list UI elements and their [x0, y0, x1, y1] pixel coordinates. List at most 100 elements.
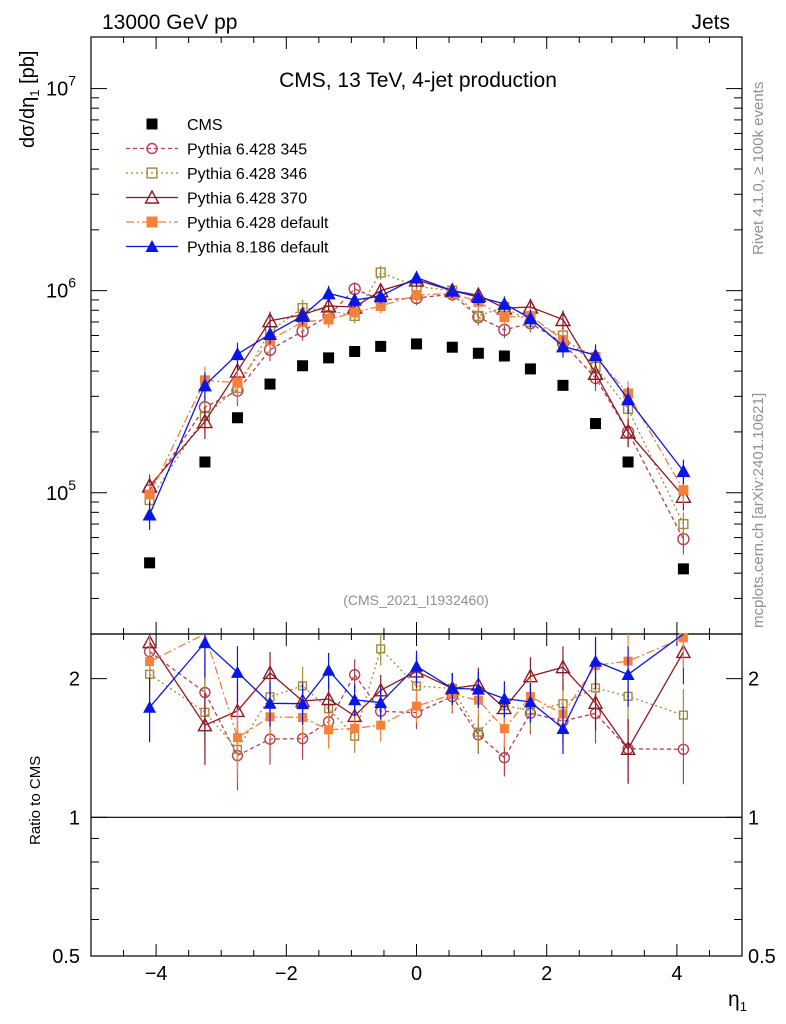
legend-label: Pythia 6.428 346: [187, 166, 307, 183]
legend-marker: [146, 118, 158, 130]
ratio-tick-label: 2: [69, 669, 80, 691]
rivet-label: Rivet 4.1.0, ≥ 100k events: [750, 82, 767, 255]
series-line: [149, 288, 684, 540]
data-point: [231, 412, 243, 424]
data-point: [297, 360, 309, 372]
series-line: [149, 292, 684, 495]
ratio-point: [412, 701, 421, 711]
legend-label: Pythia 6.428 default: [187, 215, 329, 232]
ratio-point: [198, 636, 212, 649]
ratio-point: [410, 659, 423, 672]
data-point: [622, 456, 634, 468]
legend-label: Pythia 8.186 default: [187, 240, 329, 257]
legend-entry-pythia-6-428-default: Pythia 6.428 default: [126, 215, 329, 232]
axes: −4 −2 0 2 4 105 106 107 0.5 0.5 1 1 2 2: [46, 37, 776, 985]
legend-label: Pythia 6.428 345: [187, 142, 307, 159]
ratio-series-pythia-8-186-default: [143, 633, 684, 755]
series-pythia-6-428-346: [144, 265, 689, 538]
main-series-layer: [141, 265, 692, 575]
series-cms: [144, 338, 689, 575]
ratio-point: [145, 657, 155, 667]
data-point: [144, 557, 156, 569]
data-point: [557, 379, 569, 391]
data-point: [375, 267, 386, 278]
data-point: [349, 307, 360, 318]
data-point: [375, 300, 386, 311]
ratio-tick-label: 0.5: [748, 946, 776, 968]
ratio-point: [621, 667, 635, 680]
ratio-point: [322, 663, 336, 676]
data-point: [678, 485, 689, 496]
ratio-tick-label: 0.5: [52, 946, 80, 968]
x-tick-label: 4: [671, 963, 682, 985]
collision-label: 13000 GeV pp: [102, 11, 237, 34]
series-line: [149, 279, 684, 497]
ratio-point: [324, 725, 334, 735]
series-pythia-8-186-default: [142, 270, 691, 530]
legend-entry-pythia-6-428-346: Pythia 6.428 346: [126, 166, 307, 183]
ratio-series-layer: [141, 633, 692, 791]
data-point: [588, 348, 603, 362]
series-pythia-6-428-345: [143, 282, 690, 555]
x-tick-label: 0: [411, 963, 422, 985]
legend-entry-cms: CMS: [146, 117, 223, 134]
data-point: [142, 507, 157, 521]
ratio-point: [498, 751, 511, 764]
data-point: [523, 311, 538, 325]
data-point: [230, 347, 245, 361]
data-point: [409, 270, 424, 284]
data-point: [323, 352, 335, 364]
ratio-point: [197, 717, 213, 732]
legend-marker: [146, 216, 158, 228]
data-point: [621, 392, 636, 406]
y-tick-label: 107: [46, 73, 76, 101]
series-pythia-6-428-default: [144, 286, 689, 508]
ratio-point: [523, 695, 537, 708]
ratio-tick-label: 1: [748, 807, 759, 829]
data-point: [678, 518, 689, 530]
data-point: [347, 292, 362, 306]
data-point: [471, 290, 486, 304]
data-point: [196, 413, 214, 429]
data-point: [619, 423, 637, 439]
ratio-point: [678, 633, 688, 643]
data-point: [323, 314, 334, 325]
ratio-point: [262, 664, 278, 680]
legend-label: Pythia 6.428 370: [187, 191, 307, 208]
data-point: [472, 347, 484, 359]
ratio-point: [555, 659, 571, 674]
mcplots-label: mcplots.cern.ch [arXiv:2401.10621]: [750, 393, 767, 628]
ratio-point: [497, 692, 511, 705]
series-line: [149, 271, 684, 525]
data-point: [499, 312, 510, 323]
data-point: [446, 341, 458, 353]
ratio-point: [320, 691, 337, 706]
data-point: [554, 311, 572, 327]
ratio-point: [374, 696, 388, 709]
ratio-tick-label: 2: [748, 669, 759, 691]
legend-entry-pythia-6-428-370: Pythia 6.428 370: [126, 189, 307, 208]
data-point: [497, 296, 512, 310]
ratio-point: [350, 723, 360, 733]
category-label: Jets: [691, 11, 730, 34]
legend-marker: [146, 167, 158, 179]
data-point: [264, 378, 276, 390]
ratio-point: [348, 693, 362, 706]
x-tick-label: 2: [541, 963, 552, 985]
ratio-point: [230, 665, 244, 678]
ratio-point: [620, 740, 636, 756]
ratio-point: [376, 720, 386, 730]
data-point: [445, 283, 460, 297]
ratio-point: [556, 722, 570, 735]
ratio-point: [499, 724, 509, 734]
x-tick-label: −4: [145, 963, 168, 985]
ratio-point: [471, 682, 485, 695]
ratio-tick-label: 1: [69, 807, 80, 829]
data-point: [373, 289, 388, 303]
ratio-point: [587, 694, 604, 709]
chart-title: CMS, 13 TeV, 4-jet production: [279, 69, 557, 92]
x-tick-label: −2: [275, 963, 298, 985]
data-point: [232, 377, 243, 388]
ratio-point: [296, 697, 310, 710]
data-point: [555, 339, 570, 353]
